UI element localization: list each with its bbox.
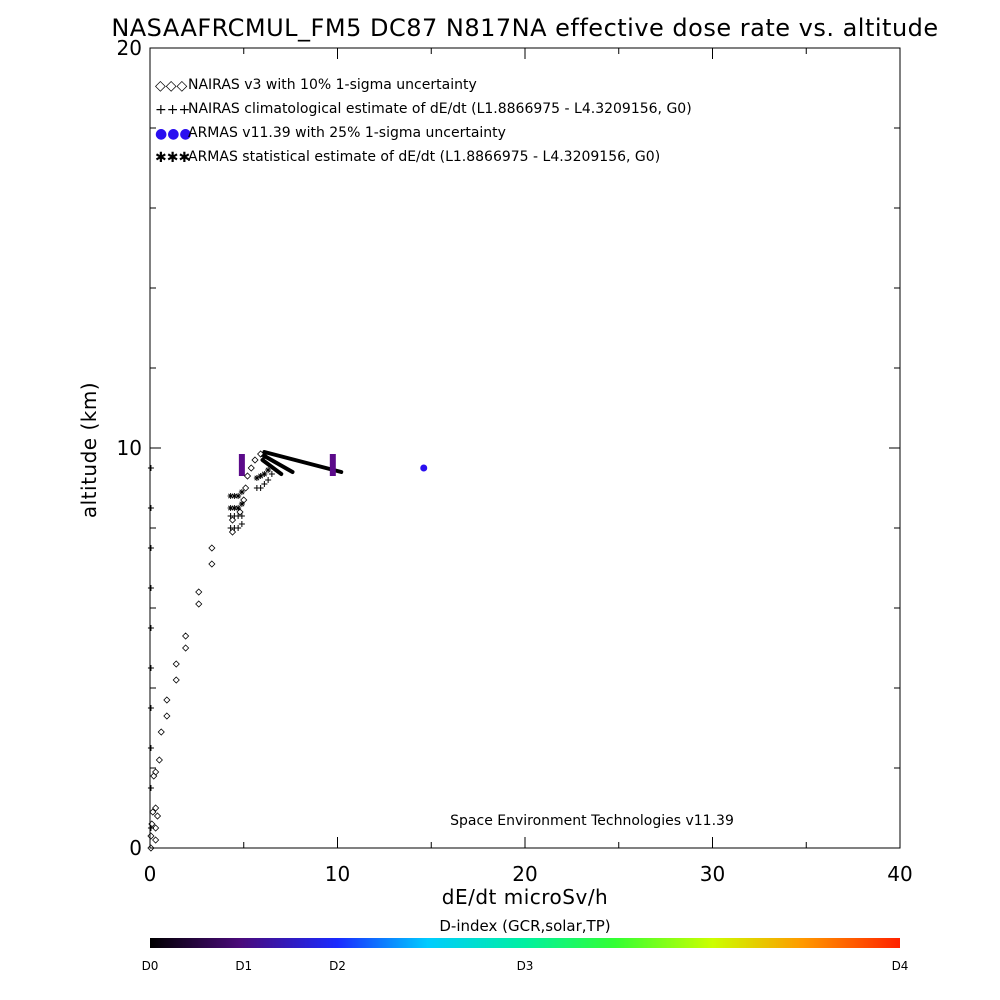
legend-label: ARMAS v11.39 with 25% 1-sigma uncertaint… xyxy=(188,125,506,141)
legend-marker: ✱✱✱ xyxy=(155,150,190,166)
flight-track-segment xyxy=(260,458,284,476)
flight-track-segment xyxy=(262,450,344,474)
plot-area xyxy=(147,450,428,852)
colorbar-label: D0 xyxy=(142,959,159,973)
armas-statistical-point xyxy=(253,475,260,481)
x-axis-label: dE/dt microSv/h xyxy=(442,885,608,909)
axis-ticks xyxy=(149,47,901,849)
nairas-point xyxy=(147,844,155,852)
nairas-climatological-point xyxy=(147,465,154,471)
y-tick-label: 10 xyxy=(117,436,142,460)
nairas-point xyxy=(257,450,265,458)
legend-marker: ●●● xyxy=(155,126,192,142)
armas-statistical-point xyxy=(231,505,238,511)
nairas-point xyxy=(208,544,216,552)
colorbar-label: D2 xyxy=(329,959,346,973)
y-tick-label: 20 xyxy=(117,36,142,60)
colorbar-title: D-index (GCR,solar,TP) xyxy=(439,917,610,935)
nairas-point xyxy=(163,696,171,704)
nairas-point xyxy=(247,464,255,472)
nairas-climatological-point xyxy=(238,513,245,519)
legend: ◇◇◇ NAIRAS v3 with 10% 1-sigma uncertaint… xyxy=(155,77,692,166)
nairas-climatological-point xyxy=(147,585,154,591)
armas-statistical-point xyxy=(257,473,264,479)
legend-marker: ◇◇◇ xyxy=(155,78,188,94)
flight-track-segment xyxy=(262,454,295,474)
colorbar xyxy=(150,938,900,948)
armas-statistical-point xyxy=(227,493,234,499)
x-tick-label: 30 xyxy=(700,862,725,886)
nairas-climatological-point xyxy=(147,505,154,511)
nairas-point xyxy=(182,632,190,640)
colorbar-label: D3 xyxy=(517,959,534,973)
uncertainty-bar xyxy=(329,454,336,476)
nairas-climatological-point xyxy=(257,485,264,491)
armas-statistical-point xyxy=(238,501,245,507)
nairas-point xyxy=(172,676,180,684)
nairas-point xyxy=(152,824,160,832)
nairas-point xyxy=(251,456,259,464)
colorbar-label: D4 xyxy=(892,959,909,973)
nairas-point xyxy=(195,600,203,608)
nairas-point xyxy=(163,712,171,720)
uncertainty-bar xyxy=(238,454,245,476)
nairas-point xyxy=(153,812,162,820)
colorbar-label: D1 xyxy=(235,959,252,973)
armas-statistical-point xyxy=(227,505,234,511)
nairas-point xyxy=(208,560,216,568)
x-tick-label: 20 xyxy=(512,862,537,886)
nairas-point xyxy=(260,452,268,460)
plot-frame xyxy=(149,47,901,849)
colorbar-labels: D0 D1 D2 D3 D4 xyxy=(142,959,909,973)
nairas-point xyxy=(155,756,163,764)
nairas-point xyxy=(152,804,160,812)
nairas-point xyxy=(152,836,160,844)
nairas-climatological-point xyxy=(238,521,245,527)
nairas-point xyxy=(243,472,252,480)
armas-statistical-point xyxy=(235,505,242,511)
armas-statistical-point xyxy=(238,489,245,495)
legend-label: NAIRAS climatological estimate of dE/dt … xyxy=(188,101,692,117)
x-tick-label: 10 xyxy=(325,862,350,886)
nairas-point xyxy=(240,496,248,504)
legend-label: ARMAS statistical estimate of dE/dt (L1.… xyxy=(188,149,660,165)
nairas-climatological-point xyxy=(265,477,272,483)
nairas-climatological-point xyxy=(147,705,154,711)
nairas-climatological-point xyxy=(147,745,154,751)
nairas-climatological-point xyxy=(147,545,154,551)
nairas-climatological-point xyxy=(147,785,154,791)
nairas-climatological-point xyxy=(268,471,275,477)
armas-statistical-point xyxy=(261,471,268,477)
armas-statistical-point xyxy=(231,493,238,499)
y-axis-label: altitude (km) xyxy=(77,382,101,518)
credit-text: Space Environment Technologies v11.39 xyxy=(450,813,734,829)
nairas-climatological-point xyxy=(147,665,154,671)
chart-title: NASAAFRCMUL_FM5 DC87 N817NA effective do… xyxy=(111,14,938,42)
nairas-climatological-point xyxy=(235,525,242,531)
armas-statistical-point xyxy=(265,467,272,473)
nairas-point xyxy=(147,832,155,840)
nairas-climatological-point xyxy=(261,481,268,487)
legend-marker: +++ xyxy=(155,102,190,118)
armas-statistical-point xyxy=(235,493,242,499)
nairas-point xyxy=(242,484,250,492)
nairas-point xyxy=(172,660,180,668)
nairas-climatological-point xyxy=(147,825,154,831)
nairas-climatological-point xyxy=(147,625,154,631)
y-tick-label: 0 xyxy=(129,836,142,860)
nairas-point xyxy=(150,772,158,780)
nairas-point xyxy=(148,820,156,828)
nairas-point xyxy=(157,728,165,736)
legend-label: NAIRAS v3 with 10% 1-sigma uncertainty xyxy=(188,77,477,93)
nairas-point xyxy=(152,768,160,776)
armas-point xyxy=(420,464,428,472)
tick-labels: 0 10 20 30 40 0 10 20 xyxy=(117,36,913,886)
x-tick-label: 0 xyxy=(144,862,157,886)
x-tick-label: 40 xyxy=(887,862,912,886)
nairas-point xyxy=(182,644,190,652)
nairas-point xyxy=(149,808,157,816)
nairas-point xyxy=(195,588,203,596)
